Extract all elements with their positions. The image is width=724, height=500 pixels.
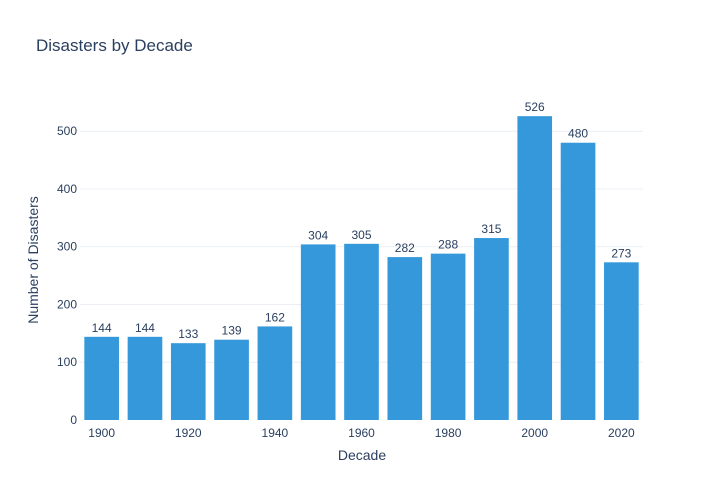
- bar: [257, 326, 293, 420]
- bar-layer: [84, 116, 639, 421]
- x-axis-title: Decade: [338, 447, 386, 463]
- data-label: 139: [222, 324, 242, 338]
- y-tick-label: 300: [57, 240, 77, 254]
- bar: [170, 343, 206, 420]
- data-label: 526: [525, 100, 545, 114]
- data-label: 133: [178, 327, 198, 341]
- bar: [84, 336, 119, 420]
- x-tick-label: 1980: [435, 426, 462, 440]
- data-label: 273: [611, 246, 631, 260]
- data-label: 162: [265, 310, 285, 324]
- y-tick-layer: 0 100 200 300 400 500: [57, 124, 77, 427]
- bar: [604, 262, 639, 420]
- data-label: 288: [438, 238, 458, 252]
- bar: [214, 339, 249, 420]
- y-axis-title: Number of Disasters: [25, 196, 41, 324]
- data-label: 144: [92, 321, 112, 335]
- bar: [474, 238, 509, 420]
- data-label: 144: [135, 321, 155, 335]
- data-label: 304: [308, 228, 328, 242]
- bar: [430, 253, 466, 420]
- y-tick-label: 500: [57, 124, 77, 138]
- x-tick-label: 2000: [521, 426, 548, 440]
- x-tick-label: 1940: [262, 426, 289, 440]
- data-label: 480: [568, 127, 588, 141]
- bar: [517, 116, 553, 421]
- chart-title: Disasters by Decade: [36, 36, 193, 55]
- data-label: 315: [481, 222, 501, 236]
- bar: [344, 243, 379, 420]
- bar: [127, 336, 163, 420]
- x-tick-label: 1960: [348, 426, 375, 440]
- x-tick-label: 1920: [175, 426, 202, 440]
- data-label-layer: 144 144 133 139 162 304 305 282 288 315 526 480 273: [92, 100, 632, 341]
- x-tick-layer: 1900 1920 1940 1960 1980 2000 2020: [88, 426, 635, 440]
- y-tick-label: 400: [57, 182, 77, 196]
- x-tick-label: 2020: [608, 426, 635, 440]
- y-tick-label: 100: [57, 355, 77, 369]
- y-tick-label: 0: [70, 413, 77, 427]
- data-label: 282: [395, 241, 415, 255]
- data-label: 305: [351, 228, 371, 242]
- bar: [560, 142, 596, 420]
- bar: [387, 257, 423, 420]
- bar: [300, 244, 336, 420]
- y-tick-label: 200: [57, 297, 77, 311]
- x-tick-label: 1900: [88, 426, 115, 440]
